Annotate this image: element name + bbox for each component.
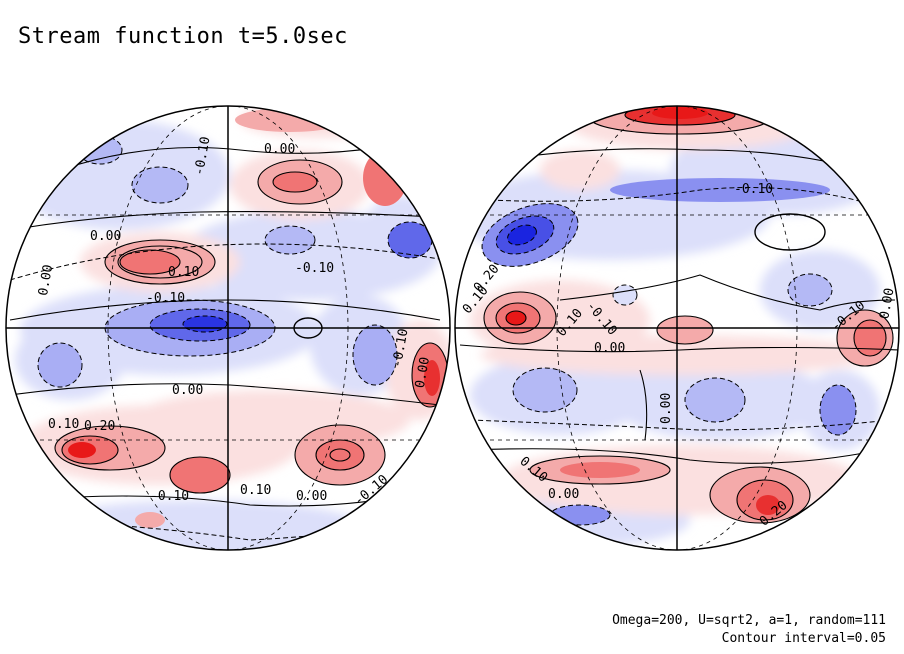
contour-interval-note: Contour interval=0.05 (721, 631, 886, 646)
contour-label: 0.00 (90, 229, 121, 244)
contour-label: 0.00 (413, 356, 433, 389)
contour-label: 0.10 (168, 265, 199, 280)
contour-label: -0.10 (146, 291, 185, 306)
parameters-note: Omega=200, U=sqrt2, a=1, random=111 (612, 613, 886, 628)
contour-label: 0.00 (548, 487, 579, 502)
contour-label: 0.00 (172, 383, 203, 398)
contour-label: 0.10 (240, 483, 271, 498)
contour-label: 0.00 (264, 142, 295, 157)
contour-label: 0.00 (594, 341, 625, 356)
contour-label: 0.00 (296, 489, 327, 504)
right-field (455, 106, 899, 550)
plot-title: Stream function t=5.0sec (18, 24, 348, 49)
contour-label: -0.10 (192, 136, 214, 177)
right-hemisphere (454, 105, 900, 551)
contour-label: 0.20 (84, 419, 115, 434)
left-contour-labels: 0.00 -0.10 0.00 -0.10 0.10 0.00 -0.10 0.… (36, 136, 433, 509)
contour-label: 0.00 (36, 263, 56, 296)
contour-label: -0.10 (390, 328, 412, 369)
left-hemisphere (5, 105, 451, 551)
contour-label: 0.10 (48, 417, 79, 432)
contour-label: -0.10 (734, 182, 773, 197)
contour-label: 0.00 (877, 287, 897, 320)
contour-label: 0.00 (659, 393, 674, 424)
contour-label: -0.10 (295, 261, 334, 276)
contour-label: -0.10 (150, 489, 189, 504)
